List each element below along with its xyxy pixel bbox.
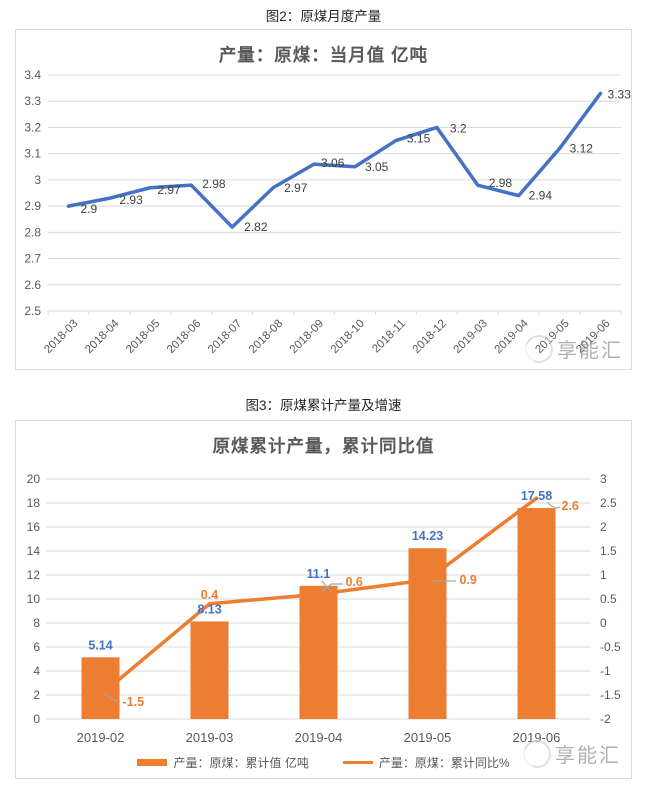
svg-text:3.2: 3.2 [24,120,41,134]
svg-text:-1.5: -1.5 [123,695,145,709]
svg-text:2018-06: 2018-06 [165,318,203,356]
svg-text:3.12: 3.12 [570,141,594,155]
svg-text:2.97: 2.97 [157,183,181,197]
svg-text:2018-12: 2018-12 [411,318,449,356]
svg-text:2019-05: 2019-05 [404,730,452,745]
svg-text:0.4: 0.4 [201,588,218,602]
svg-text:2.6: 2.6 [24,278,41,292]
svg-text:3: 3 [600,472,607,486]
svg-text:3.1: 3.1 [24,147,41,161]
svg-text:2019-04: 2019-04 [492,317,531,356]
svg-text:14.23: 14.23 [412,529,443,543]
svg-text:16: 16 [27,520,41,534]
svg-text:-0.5: -0.5 [600,640,621,654]
figure3-legend: 产量：原煤：累计值 亿吨 产量：原煤：累计同比% [16,754,631,771]
svg-text:6: 6 [33,640,40,654]
svg-text:2.98: 2.98 [202,177,226,191]
svg-text:17.58: 17.58 [521,489,552,503]
svg-text:3: 3 [34,173,41,187]
svg-text:0.6: 0.6 [346,575,363,589]
svg-text:2019-03: 2019-03 [186,730,234,745]
svg-text:2: 2 [600,520,607,534]
figure3-caption: 图3：原煤累计产量及增速 [245,398,402,413]
svg-text:0.5: 0.5 [600,592,617,606]
figure2-caption: 图2：原煤月度产量 [265,9,382,24]
svg-text:2.6: 2.6 [562,499,579,513]
svg-text:8: 8 [33,616,40,630]
svg-text:2018-10: 2018-10 [329,318,367,356]
svg-text:11.1: 11.1 [307,567,331,581]
svg-text:2019-06: 2019-06 [513,730,561,745]
svg-text:2018-08: 2018-08 [247,318,285,356]
svg-text:2019-04: 2019-04 [295,730,343,745]
svg-text:-1: -1 [600,664,611,678]
svg-text:2: 2 [33,688,40,702]
svg-text:2.97: 2.97 [284,181,308,195]
svg-text:3.4: 3.4 [24,68,41,82]
svg-text:-2: -2 [600,712,611,726]
cumulative-coal-output-combo-chart: 20 3 18 2.5 16 2 14 1.5 12 1 10 0.5 8 0 6 -0.5 4 -1 2 -1.5 0… [27,472,621,745]
legend-item-bar-series: 产量：原煤：累计值 亿吨 [137,754,309,771]
svg-text:2.9: 2.9 [80,202,97,216]
figure3-chart-title: 原煤累计产量，累计同比值 [212,436,435,456]
svg-text:2.82: 2.82 [244,220,268,234]
svg-text:-1.5: -1.5 [600,688,621,702]
svg-text:2019-02: 2019-02 [77,730,125,745]
svg-text:1: 1 [600,568,607,582]
svg-text:14: 14 [27,544,41,558]
figure3-chart-box: 原煤累计产量，累计同比值 20 3 18 2.5 16 2 14 1.5 12 1 10 0.5 8 0 6… [15,420,632,779]
svg-text:2019-06: 2019-06 [574,318,612,356]
svg-text:2.7: 2.7 [24,252,41,266]
svg-text:20: 20 [27,472,41,486]
svg-text:2018-07: 2018-07 [206,318,244,356]
svg-text:2.9: 2.9 [24,199,41,213]
svg-text:2018-03: 2018-03 [42,318,80,356]
svg-text:2018-04: 2018-04 [83,317,122,356]
svg-text:1.5: 1.5 [600,544,617,558]
svg-text:3.06: 3.06 [321,156,345,170]
svg-text:2.98: 2.98 [489,176,513,190]
svg-text:0: 0 [33,712,40,726]
legend-item-line-series: 产量：原煤：累计同比% [342,754,510,771]
svg-text:2.94: 2.94 [529,189,553,203]
svg-text:2019-03: 2019-03 [452,318,490,356]
svg-text:3.2: 3.2 [450,121,467,135]
monthly-coal-output-line-chart: 3.4 3.3 3.2 3.1 3 2.9 2.8 2.7 2.6 2.5 2.9 2.93 2.97 2… [24,68,631,356]
svg-text:8.13: 8.13 [197,602,221,616]
figure2-chart-box: 产量：原煤：当月值 亿吨 3.4 3.3 3.2 3.1 3 2.9 2.8 2.7 2.6 2.… [15,29,632,370]
svg-text:12: 12 [27,568,41,582]
svg-text:3.33: 3.33 [608,87,631,101]
bar-series-label: 产量：原煤：累计值 亿吨 [173,756,309,770]
svg-text:3.3: 3.3 [24,94,41,108]
svg-text:2019-05: 2019-05 [533,318,571,356]
svg-text:2018-09: 2018-09 [288,318,326,356]
figure2-chart-title: 产量：原煤：当月值 亿吨 [218,45,429,65]
svg-text:0.9: 0.9 [460,573,477,587]
svg-text:2.5: 2.5 [600,496,617,510]
svg-text:2.8: 2.8 [24,225,41,239]
svg-text:10: 10 [27,592,41,606]
svg-text:2.93: 2.93 [119,193,143,207]
svg-text:0: 0 [600,616,607,630]
svg-text:18: 18 [27,496,41,510]
bar-series-swatch-icon [137,759,168,766]
svg-text:2018-11: 2018-11 [370,318,408,356]
svg-text:2.5: 2.5 [24,304,41,318]
svg-text:3.15: 3.15 [407,132,431,146]
svg-text:5.14: 5.14 [88,638,112,652]
line-series-swatch-icon [342,761,373,764]
svg-text:2018-05: 2018-05 [124,318,162,356]
svg-text:4: 4 [33,664,40,678]
line-series-label: 产量：原煤：累计同比% [378,756,510,770]
svg-text:3.05: 3.05 [365,160,389,174]
